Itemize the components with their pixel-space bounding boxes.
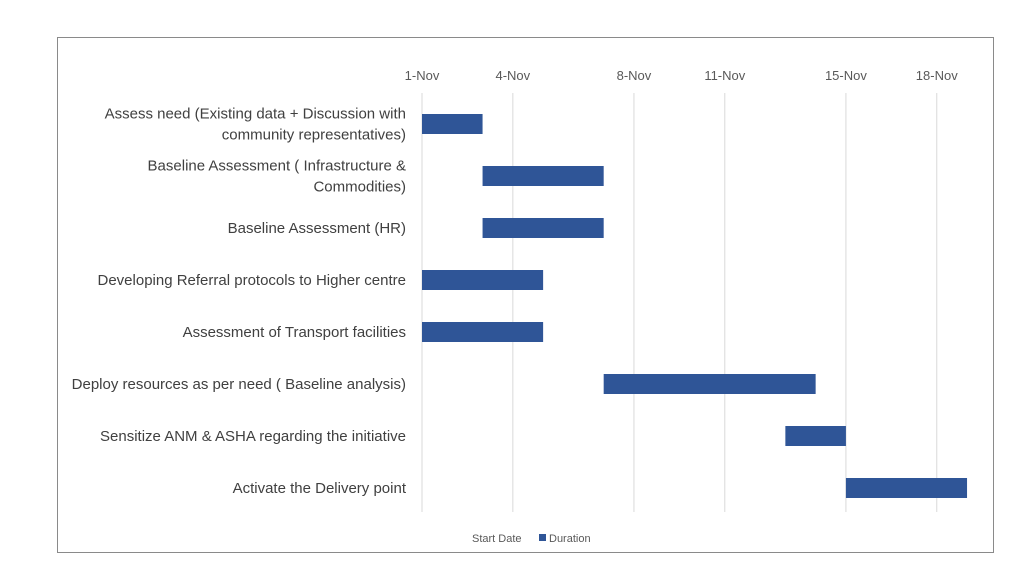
x-tick-label: 15-Nov [825,68,867,83]
duration-bar [785,426,846,446]
legend-duration: Duration [549,533,591,545]
gantt-chart: 1-Nov 4-Nov 8-Nov 11-Nov 15-Nov 18-Nov Assess… [72,68,968,545]
duration-bars [422,114,968,498]
x-tick-label: 8-Nov [617,68,652,83]
duration-bar [845,478,968,498]
duration-bar [482,166,604,186]
task-label-line: Deploy resources as per need ( Baseline … [72,376,406,393]
task-label: Deploy resources as per need ( Baseline … [72,376,406,393]
gridlines [421,93,938,512]
task-label-line: Commodities) [313,179,406,196]
x-tick-label: 11-Nov [704,68,745,83]
task-label: Activate the Delivery point [233,480,407,497]
task-label-line: Activate the Delivery point [233,480,407,497]
duration-bar [422,322,544,342]
legend-start-date: Start Date [472,533,522,545]
x-axis-ticks: 1-Nov 4-Nov 8-Nov 11-Nov 15-Nov 18-Nov [405,68,959,83]
task-label: Baseline Assessment ( Infrastructure & Co… [148,158,406,196]
duration-bar [422,114,483,134]
task-label-line: Developing Referral protocols to Higher … [98,272,407,289]
chart-frame: 1-Nov 4-Nov 8-Nov 11-Nov 15-Nov 18-Nov Assess… [57,37,994,553]
task-label-line: Baseline Assessment ( Infrastructure & [148,158,406,175]
task-labels: Assess need (Existing data + Discussion … [72,106,407,498]
task-label: Developing Referral protocols to Higher … [98,272,407,289]
x-tick-label: 18-Nov [916,68,958,83]
duration-bar [482,218,604,238]
legend-duration-swatch [539,534,546,541]
x-tick-label: 1-Nov [405,68,440,83]
legend: Start Date Duration [472,533,591,545]
task-label: Baseline Assessment (HR) [228,220,406,237]
task-label-line: Assess need (Existing data + Discussion … [105,106,406,123]
duration-bar [422,270,544,290]
x-tick-label: 4-Nov [495,68,530,83]
duration-bar [603,374,816,394]
task-label-line: Sensitize ANM & ASHA regarding the initi… [100,428,406,445]
task-label: Assess need (Existing data + Discussion … [105,106,406,144]
task-label-line: Baseline Assessment (HR) [228,220,406,237]
task-label-line: Assessment of Transport facilities [183,324,406,341]
task-label: Sensitize ANM & ASHA regarding the initi… [100,428,406,445]
task-label-line: community representatives) [222,127,406,144]
task-label: Assessment of Transport facilities [183,324,406,341]
